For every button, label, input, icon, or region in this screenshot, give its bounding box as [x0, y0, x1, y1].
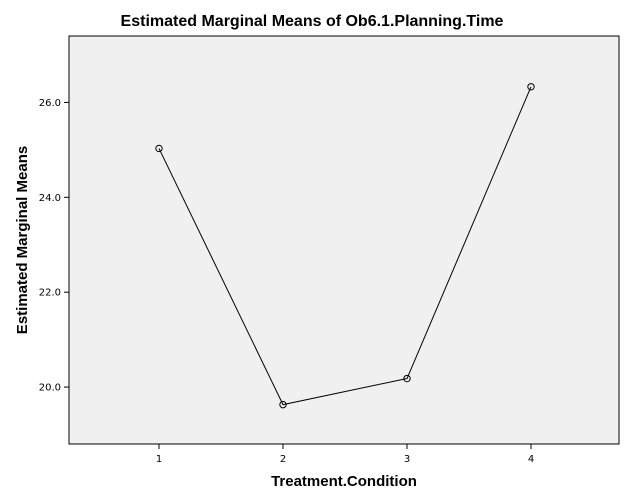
x-axis-ticks: 1 2 3 4	[156, 444, 534, 465]
y-axis-label: Estimated Marginal Means	[14, 146, 31, 334]
chart-title: Estimated Marginal Means of Ob6.1.Planni…	[121, 13, 504, 30]
data-point	[155, 144, 163, 153]
y-tick-label: 20.0	[39, 383, 61, 394]
series-group	[155, 83, 535, 409]
x-tick-label: 4	[528, 454, 534, 465]
y-tick-label: 22.0	[39, 288, 61, 299]
y-tick-label: 26.0	[39, 98, 61, 109]
x-tick-label: 1	[156, 454, 162, 465]
data-point	[279, 400, 287, 409]
x-tick-label: 3	[404, 454, 410, 465]
plot-area	[68, 35, 620, 445]
data-point	[527, 83, 535, 91]
y-axis-ticks: 20.0 22.0 24.0 26.0	[39, 98, 69, 394]
x-tick-label: 2	[280, 454, 286, 465]
y-tick-label: 24.0	[39, 193, 61, 204]
x-axis-label: Treatment.Condition	[271, 473, 417, 490]
data-point	[403, 374, 411, 383]
series-line	[158, 86, 532, 406]
